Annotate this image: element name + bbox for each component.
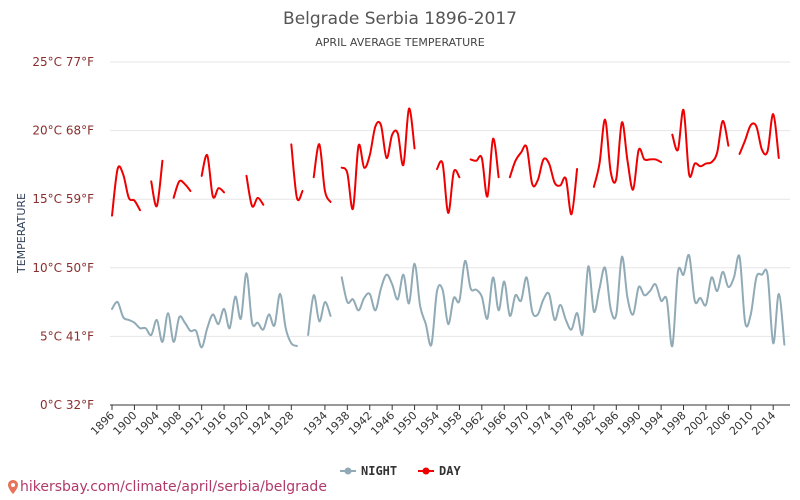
y-tick-label: 25°C 77°F: [32, 55, 94, 69]
x-tick-label: 1974: [525, 409, 554, 438]
legend-label-day: DAY: [439, 464, 461, 478]
series-night: [111, 253, 786, 349]
x-tick-label: 1904: [133, 409, 162, 438]
x-tick-label: 1908: [155, 409, 184, 438]
x-tick-label: 1896: [88, 409, 117, 438]
y-tick-label: 10°C 50°F: [32, 261, 94, 275]
y-tick-label: 5°C 41°F: [40, 329, 94, 343]
series-day-line-7: [340, 107, 416, 210]
chart-title: Belgrade Serbia 1896-2017: [283, 9, 517, 29]
x-tick-label: 1938: [323, 409, 352, 438]
series-group: [111, 107, 786, 349]
legend-item-night[interactable]: NIGHT: [340, 464, 397, 478]
x-tick-label: 1928: [267, 409, 296, 438]
x-tick-label: 1986: [592, 409, 621, 438]
series-day-line-6: [312, 143, 332, 203]
chart-subtitle: APRIL AVERAGE TEMPERATURE: [315, 36, 484, 49]
x-tick-label: 2006: [704, 409, 733, 438]
y-axis-ticks: 25°C 77°F 20°C 68°F 15°C 59°F 10°C 50°F 5°C …: [32, 55, 94, 412]
series-day-line-1: [150, 159, 164, 208]
y-tick-label: 0°C 32°F: [40, 398, 94, 412]
series-night-line-0: [111, 272, 298, 349]
x-tick-label: 1954: [413, 409, 442, 438]
x-tick-label: 1990: [615, 409, 644, 438]
series-night-line-2: [340, 253, 786, 348]
y-axis-label: TEMPERATURE: [15, 193, 28, 274]
series-day-line-4: [245, 174, 265, 208]
x-tick-label: 1982: [570, 409, 599, 438]
source-link[interactable]: hikersbay.com/climate/april/serbia/belgr…: [8, 479, 327, 495]
x-tick-label: 1946: [368, 409, 397, 438]
series-night-line-1: [307, 294, 332, 337]
series-day-line-2: [172, 179, 192, 199]
x-tick-label: 2002: [682, 409, 711, 438]
source-text: hikersbay.com/climate/april/serbia/belgr…: [20, 479, 327, 495]
x-tick-label: 1916: [200, 409, 229, 438]
x-tick-label: 1950: [391, 409, 420, 438]
legend[interactable]: NIGHT DAY: [340, 464, 461, 478]
x-tick-label: 1970: [503, 409, 532, 438]
x-tick-label: 2010: [727, 409, 756, 438]
series-day-line-3: [200, 154, 226, 199]
series-day-line-11: [592, 118, 663, 191]
series-day-line-9: [469, 137, 500, 198]
legend-item-day[interactable]: DAY: [418, 464, 461, 478]
x-tick-label: 1998: [660, 409, 689, 438]
series-day-line-12: [671, 109, 730, 178]
x-tick-label: 2014: [749, 409, 778, 438]
x-tick-label: 1924: [245, 409, 274, 438]
y-tick-label: 15°C 59°F: [32, 192, 94, 206]
x-tick-label: 1912: [178, 409, 207, 438]
series-day-line-13: [738, 113, 780, 160]
x-tick-label: 1978: [548, 409, 577, 438]
series-day-line-0: [111, 165, 142, 217]
legend-label-night: NIGHT: [361, 464, 397, 478]
x-tick-label: 1934: [301, 409, 330, 438]
legend-marker-night: [344, 467, 352, 475]
y-tick-label: 20°C 68°F: [32, 124, 94, 138]
series-day-line-10: [508, 144, 579, 216]
x-tick-label: 1942: [346, 409, 375, 438]
series-day: [111, 107, 780, 217]
series-day-line-5: [290, 143, 304, 202]
x-tick-label: 1958: [436, 409, 465, 438]
x-tick-label: 1900: [111, 409, 140, 438]
x-tick-label: 1962: [458, 409, 487, 438]
series-day-line-8: [435, 160, 461, 214]
legend-marker-day: [422, 467, 430, 475]
location-pin-icon: [8, 480, 18, 494]
x-tick-label: 1920: [223, 409, 252, 438]
x-tick-label: 1966: [480, 409, 509, 438]
x-tick-label: 1994: [637, 409, 666, 438]
